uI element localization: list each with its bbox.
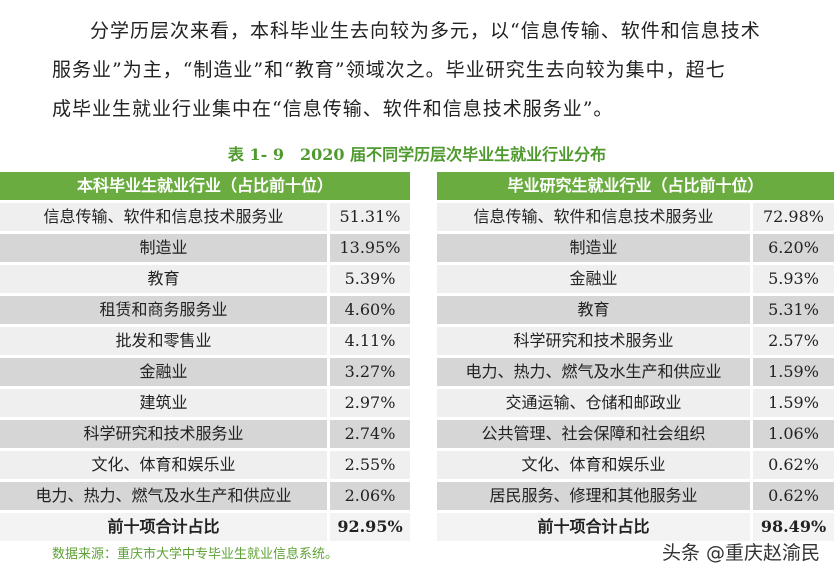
industry-percent: 13.95% — [330, 234, 410, 262]
industry-name: 电力、热力、燃气及水生产和供应业 — [0, 482, 327, 510]
industry-percent: 2.55% — [330, 451, 410, 479]
table-row: 电力、热力、燃气及水生产和供应业 2.06% — [0, 482, 410, 510]
industry-percent: 3.27% — [330, 358, 410, 386]
table-row: 租赁和商务服务业 4.60% — [0, 296, 410, 324]
total-row: 前十项合计占比 92.95% — [0, 513, 410, 541]
total-label: 前十项合计占比 — [437, 513, 750, 541]
industry-name: 金融业 — [437, 265, 750, 293]
industry-name: 信息传输、软件和信息技术服务业 — [437, 203, 750, 231]
table-header: 毕业研究生就业行业（占比前十位） — [437, 172, 834, 200]
paragraph-line: 成毕业生就业行业集中在“信息传输、软件和信息技术服务业”。 — [52, 98, 614, 120]
table-header: 本科毕业生就业行业（占比前十位） — [0, 172, 410, 200]
table-row: 信息传输、软件和信息技术服务业 51.31% — [0, 203, 410, 231]
industry-percent: 5.39% — [330, 265, 410, 293]
industry-name: 教育 — [437, 296, 750, 324]
industry-percent: 2.06% — [330, 482, 410, 510]
industry-name: 电力、热力、燃气及水生产和供应业 — [437, 358, 750, 386]
intro-paragraph: 分学历层次来看，本科毕业生去向较为多元，以“信息传输、软件和信息技术 服务业”为… — [52, 12, 822, 129]
industry-name: 信息传输、软件和信息技术服务业 — [0, 203, 327, 231]
industry-percent: 0.62% — [753, 451, 834, 479]
industry-name: 批发和零售业 — [0, 327, 327, 355]
industry-name: 科学研究和技术服务业 — [0, 420, 327, 448]
industry-name: 公共管理、社会保障和社会组织 — [437, 420, 750, 448]
table-row: 制造业 6.20% — [437, 234, 834, 262]
paragraph-line: 分学历层次来看，本科毕业生去向较为多元，以“信息传输、软件和信息技术 — [90, 20, 761, 42]
table-title: 表 1- 9 2020 届不同学历层次毕业生就业行业分布 — [227, 145, 607, 164]
table-row: 文化、体育和娱乐业 2.55% — [0, 451, 410, 479]
industry-percent: 72.98% — [753, 203, 834, 231]
table-row: 教育 5.31% — [437, 296, 834, 324]
table-row: 建筑业 2.97% — [0, 389, 410, 417]
table-row: 居民服务、修理和其他服务业 0.62% — [437, 482, 834, 510]
table-row: 科学研究和技术服务业 2.74% — [0, 420, 410, 448]
industry-percent: 1.59% — [753, 389, 834, 417]
industry-percent: 51.31% — [330, 203, 410, 231]
industry-name: 制造业 — [437, 234, 750, 262]
industry-name: 金融业 — [0, 358, 327, 386]
graduate-table: 毕业研究生就业行业（占比前十位） 信息传输、软件和信息技术服务业 72.98% 制造业… — [437, 172, 834, 544]
total-row: 前十项合计占比 98.49% — [437, 513, 834, 541]
table-row: 金融业 3.27% — [0, 358, 410, 386]
industry-name: 居民服务、修理和其他服务业 — [437, 482, 750, 510]
industry-name: 教育 — [0, 265, 327, 293]
table-row: 科学研究和技术服务业 2.57% — [437, 327, 834, 355]
industry-percent: 0.62% — [753, 482, 834, 510]
industry-percent: 4.11% — [330, 327, 410, 355]
table-row: 电力、热力、燃气及水生产和供应业 1.59% — [437, 358, 834, 386]
industry-percent: 6.20% — [753, 234, 834, 262]
industry-percent: 1.06% — [753, 420, 834, 448]
total-percent: 98.49% — [753, 513, 834, 541]
table-row: 公共管理、社会保障和社会组织 1.06% — [437, 420, 834, 448]
industry-percent: 2.97% — [330, 389, 410, 417]
watermark: 头条 @重庆赵渝民 — [661, 542, 820, 564]
table-row: 信息传输、软件和信息技术服务业 72.98% — [437, 203, 834, 231]
undergrad-table: 本科毕业生就业行业（占比前十位） 信息传输、软件和信息技术服务业 51.31% 制造业… — [0, 172, 410, 544]
industry-percent: 5.31% — [753, 296, 834, 324]
table-row: 批发和零售业 4.11% — [0, 327, 410, 355]
total-label: 前十项合计占比 — [0, 513, 327, 541]
data-source-note: 数据来源：重庆市大学中专毕业生就业信息系统。 — [52, 547, 339, 562]
total-percent: 92.95% — [330, 513, 410, 541]
industry-percent: 2.74% — [330, 420, 410, 448]
table-row: 文化、体育和娱乐业 0.62% — [437, 451, 834, 479]
industry-percent: 1.59% — [753, 358, 834, 386]
industry-name: 交通运输、仓储和邮政业 — [437, 389, 750, 417]
industry-name: 建筑业 — [0, 389, 327, 417]
paragraph-line: 服务业”为主，“制造业”和“教育”领域次之。毕业研究生去向较为集中，超七 — [52, 59, 726, 81]
table-row: 金融业 5.93% — [437, 265, 834, 293]
table-row: 教育 5.39% — [0, 265, 410, 293]
industry-percent: 4.60% — [330, 296, 410, 324]
industry-name: 文化、体育和娱乐业 — [437, 451, 750, 479]
industry-name: 制造业 — [0, 234, 327, 262]
table-row: 制造业 13.95% — [0, 234, 410, 262]
table-row: 交通运输、仓储和邮政业 1.59% — [437, 389, 834, 417]
industry-percent: 2.57% — [753, 327, 834, 355]
industry-name: 文化、体育和娱乐业 — [0, 451, 327, 479]
industry-name: 租赁和商务服务业 — [0, 296, 327, 324]
industry-name: 科学研究和技术服务业 — [437, 327, 750, 355]
industry-percent: 5.93% — [753, 265, 834, 293]
